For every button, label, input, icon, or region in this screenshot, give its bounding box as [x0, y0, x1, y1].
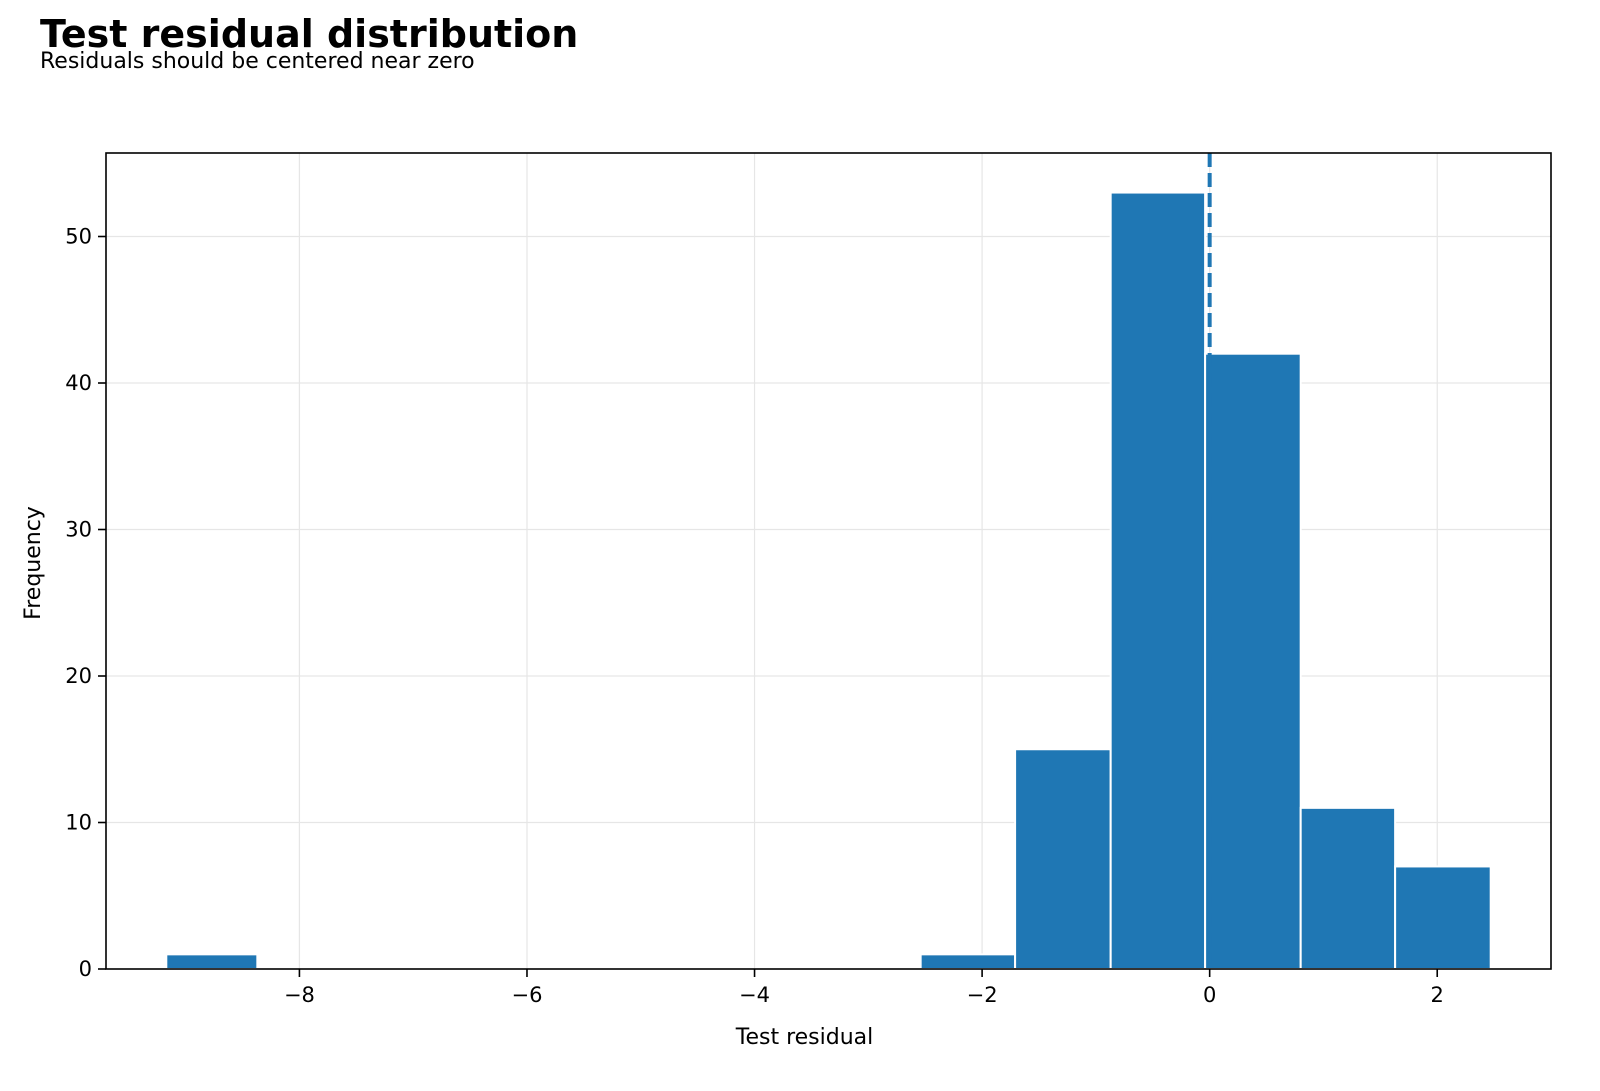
- histogram-bar: [1014, 748, 1112, 970]
- histogram-bar: [165, 953, 259, 971]
- y-tick-label: 10: [65, 811, 92, 835]
- plot-frame: [105, 152, 1552, 970]
- y-axis-label: Frequency: [21, 506, 46, 620]
- x-axis-label: Test residual: [735, 1025, 874, 1050]
- chart-subtitle: Residuals should be centered near zero: [40, 49, 475, 74]
- y-tick-label: 30: [65, 518, 92, 542]
- histogram-bar: [1394, 865, 1492, 970]
- y-tick-label: 40: [65, 371, 92, 395]
- x-tick-label: −8: [284, 983, 315, 1007]
- chart-title: Test residual distribution: [40, 12, 579, 56]
- x-tick-label: −6: [511, 983, 542, 1007]
- y-tick-label: 0: [79, 957, 92, 981]
- histogram-bars: [165, 191, 1492, 971]
- histogram-bar: [919, 953, 1017, 971]
- y-tick-label: 20: [65, 664, 92, 688]
- x-tick-label: 2: [1431, 983, 1444, 1007]
- histogram-bar: [1299, 806, 1397, 971]
- histogram-bar: [1204, 352, 1302, 970]
- x-tick-label: 0: [1203, 983, 1216, 1007]
- histogram-bar: [1109, 191, 1207, 971]
- x-tick-label: −2: [967, 983, 998, 1007]
- y-tick-label: 50: [65, 225, 92, 249]
- x-tick-label: −4: [739, 983, 770, 1007]
